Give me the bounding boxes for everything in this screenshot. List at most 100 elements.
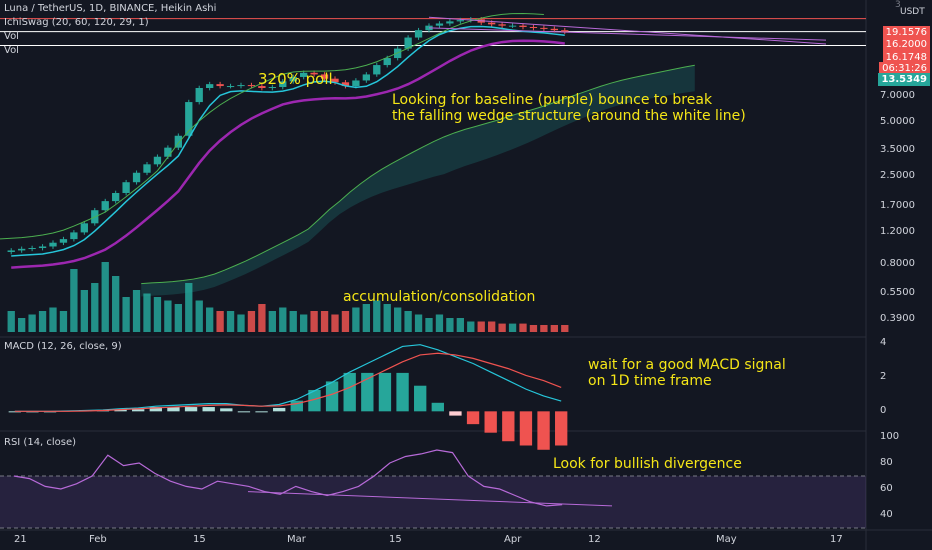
cloud-span-a <box>141 64 695 285</box>
rsi-tick-label: 40 <box>880 509 893 520</box>
candle-body <box>414 30 423 38</box>
candle-body <box>28 248 36 250</box>
macd-histogram-bar <box>396 372 409 412</box>
volume-bar <box>226 311 235 332</box>
candle-body <box>550 28 558 31</box>
volume-bar <box>435 314 444 332</box>
volume-bar <box>362 304 370 332</box>
volume-bar <box>446 318 454 332</box>
volume-bar <box>28 314 36 332</box>
candle-body <box>80 223 88 233</box>
candle-body <box>508 25 517 27</box>
volume-bar <box>414 314 423 332</box>
price-tag-high: 19.1576 <box>882 26 930 39</box>
lagging-span <box>0 12 544 240</box>
candle-body <box>38 246 47 249</box>
volume-bar <box>247 311 256 332</box>
macd-label[interactable]: MACD (12, 26, close, 9) <box>4 341 122 352</box>
volume-bar <box>59 311 68 332</box>
rsi-tick-label: 60 <box>880 483 893 494</box>
price-tick-label: 1.2000 <box>880 226 915 238</box>
price-tick-label: 3.5000 <box>880 143 915 155</box>
macd-line <box>14 344 562 412</box>
volume-bar <box>394 307 402 332</box>
time-axis-label: 15 <box>389 534 402 545</box>
volume-bar <box>540 325 548 332</box>
macd-histogram-bar <box>431 402 444 412</box>
candle-body <box>49 242 57 247</box>
candle-body <box>435 23 444 26</box>
volume-bar <box>258 304 266 332</box>
macd-histogram-bar <box>537 411 550 450</box>
volume-bar <box>456 318 464 332</box>
time-axis-label: Mar <box>287 534 306 545</box>
candle-body <box>529 26 538 28</box>
volume-bar <box>18 318 26 332</box>
conversion-line <box>11 25 565 257</box>
volume-bar <box>80 290 88 332</box>
macd-histogram-bar <box>290 400 303 412</box>
chart-title: Luna / TetherUS, 1D, BINANCE, Heikin Ash… <box>4 3 217 14</box>
macd-histogram-bar <box>484 411 497 433</box>
ichiswag-indicator-label[interactable]: IchiSwag (20, 60, 120, 29, 1) <box>4 17 149 28</box>
time-axis-label: 15 <box>193 534 206 545</box>
candle-body <box>289 76 297 82</box>
volume-indicator-label[interactable]: Vol <box>4 31 19 42</box>
volume-bar <box>174 304 182 332</box>
volume-bar <box>70 269 78 332</box>
annotation-wedge-line2: the falling wedge structure (around the … <box>392 108 746 124</box>
candle-body <box>7 250 15 252</box>
price-tag-level: 16.2000 <box>882 38 930 51</box>
macd-histogram-bar <box>184 407 198 412</box>
candle-body <box>216 84 224 87</box>
volume-bar <box>529 325 538 332</box>
macd-histogram-bar <box>149 407 162 412</box>
volume-bar <box>185 283 193 332</box>
volume-indicator-label-2[interactable]: Vol <box>4 45 19 56</box>
macd-histogram-bar <box>220 408 233 412</box>
price-tick-label: 2.5000 <box>880 169 915 181</box>
candle-body <box>268 87 276 89</box>
candle-body <box>70 232 78 240</box>
annotation-rsi-note: Look for bullish divergence <box>553 456 742 472</box>
candle-body <box>373 65 381 75</box>
macd-histogram-bar <box>167 407 180 412</box>
candle-body <box>132 172 141 183</box>
macd-histogram-bar <box>555 411 568 446</box>
rsi-band-fill <box>0 476 866 528</box>
annotation-poll: 320% poll <box>258 70 333 88</box>
candle-body <box>446 21 454 24</box>
macd-tick-label: 4 <box>880 337 887 348</box>
volume-bar <box>488 321 496 332</box>
macd-histogram-bar <box>343 372 356 412</box>
price-tick-label: 0.8000 <box>880 257 915 269</box>
volume-bar <box>153 297 162 332</box>
candle-body <box>320 74 329 79</box>
price-tick-label: 0.5500 <box>880 286 915 298</box>
candle-body <box>195 87 203 103</box>
macd-histogram-bar <box>132 409 145 412</box>
macd-histogram-bar <box>466 411 480 425</box>
macd-tick-label: 2 <box>880 371 887 383</box>
volume-bar <box>101 262 109 332</box>
volume-bar <box>425 318 433 332</box>
volume-bar <box>550 325 558 332</box>
price-tag-countdown: 06:31:26 <box>879 62 930 75</box>
volume-bar <box>112 276 120 332</box>
rsi-divergence-line <box>247 491 613 507</box>
ichimoku-cloud <box>141 65 695 297</box>
volume-bar <box>519 323 527 332</box>
volume-bar <box>206 307 214 332</box>
time-axis-label: Apr <box>504 534 522 545</box>
price-axis-top: 3 <box>895 0 901 10</box>
candle-body <box>18 248 26 251</box>
candle-body <box>488 22 496 25</box>
volume-bar <box>164 300 172 332</box>
time-axis-label: 12 <box>588 534 601 545</box>
rsi-label[interactable]: RSI (14, close) <box>4 437 77 448</box>
candle-body <box>122 182 130 193</box>
volume-bar <box>467 321 475 332</box>
price-axis-currency: USDT <box>900 7 925 17</box>
volume-bar <box>216 311 224 332</box>
candle-body <box>258 86 266 88</box>
